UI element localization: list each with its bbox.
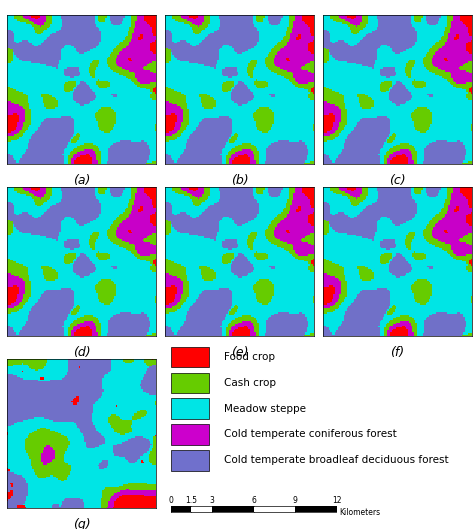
Text: Meadow steppe: Meadow steppe <box>224 404 306 414</box>
Text: 12: 12 <box>332 496 341 505</box>
Text: Cash crop: Cash crop <box>224 378 276 388</box>
Text: Cold temperate broadleaf deciduous forest: Cold temperate broadleaf deciduous fores… <box>224 455 449 465</box>
Text: (b): (b) <box>230 174 248 187</box>
Bar <box>171 347 210 367</box>
Text: Kilometers: Kilometers <box>339 508 381 517</box>
Text: 9: 9 <box>292 496 298 505</box>
Text: 0: 0 <box>168 496 173 505</box>
Text: 1.5: 1.5 <box>185 496 197 505</box>
Text: (f): (f) <box>390 346 404 359</box>
Text: (g): (g) <box>73 518 91 529</box>
Bar <box>171 424 210 445</box>
Text: (d): (d) <box>73 346 91 359</box>
Bar <box>171 372 210 393</box>
Bar <box>171 450 210 471</box>
Text: (e): (e) <box>231 346 248 359</box>
Text: (c): (c) <box>389 174 405 187</box>
Text: (a): (a) <box>73 174 90 187</box>
Text: Cold temperate coniferous forest: Cold temperate coniferous forest <box>224 430 397 440</box>
Bar <box>171 398 210 419</box>
Text: 6: 6 <box>251 496 256 505</box>
Text: 3: 3 <box>210 496 215 505</box>
Text: Food crop: Food crop <box>224 352 275 362</box>
